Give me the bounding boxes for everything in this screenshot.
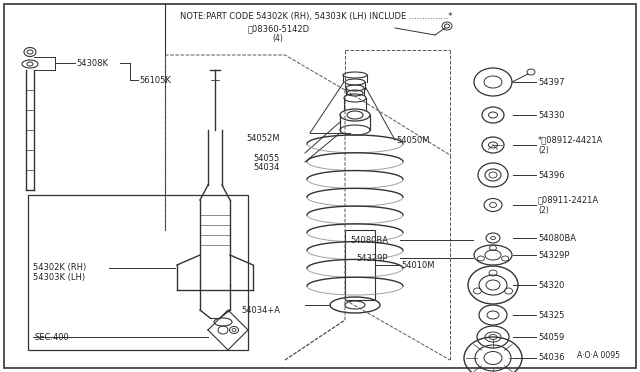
Text: 54059: 54059 [538,333,564,341]
Text: NOTE:PART CODE 54302K (RH), 54303K (LH) INCLUDE ...............*: NOTE:PART CODE 54302K (RH), 54303K (LH) … [180,12,452,21]
Text: 54055: 54055 [253,154,280,163]
Text: 54396: 54396 [538,170,564,180]
Text: 54302K (RH): 54302K (RH) [33,263,86,272]
Bar [345,230,375,300]
Text: 54050M: 54050M [396,136,429,145]
Text: 54080BA: 54080BA [538,234,576,243]
Text: (2): (2) [538,146,548,155]
Text: 54397: 54397 [538,77,564,87]
Text: 54034+A: 54034+A [241,306,280,315]
Text: A·O·A 0095: A·O·A 0095 [577,351,620,360]
Bar [28,195,248,350]
Text: 54036: 54036 [538,353,564,362]
Text: 54034: 54034 [253,163,280,172]
Text: Ⓝ08360-5142D: Ⓝ08360-5142D [248,24,310,33]
Text: 54325: 54325 [538,311,564,320]
Text: 54308K: 54308K [76,59,108,68]
Text: 54330: 54330 [538,110,564,119]
Text: 54320: 54320 [538,280,564,289]
Text: 54010M: 54010M [401,261,435,270]
Text: 54303K (LH): 54303K (LH) [33,273,85,282]
Text: 54329P: 54329P [538,250,570,260]
Text: 56105K: 56105K [139,76,171,85]
Text: Ⓞ08911-2421A: Ⓞ08911-2421A [538,195,599,204]
Text: (4): (4) [272,34,283,43]
Text: 54080BA: 54080BA [350,236,388,245]
Text: SEC.400: SEC.400 [34,333,68,342]
Text: *Ⓞ08912-4421A: *Ⓞ08912-4421A [538,135,604,144]
Text: (2): (2) [538,206,548,215]
Text: 54329P: 54329P [356,254,388,263]
Text: 54052M: 54052M [246,134,280,143]
